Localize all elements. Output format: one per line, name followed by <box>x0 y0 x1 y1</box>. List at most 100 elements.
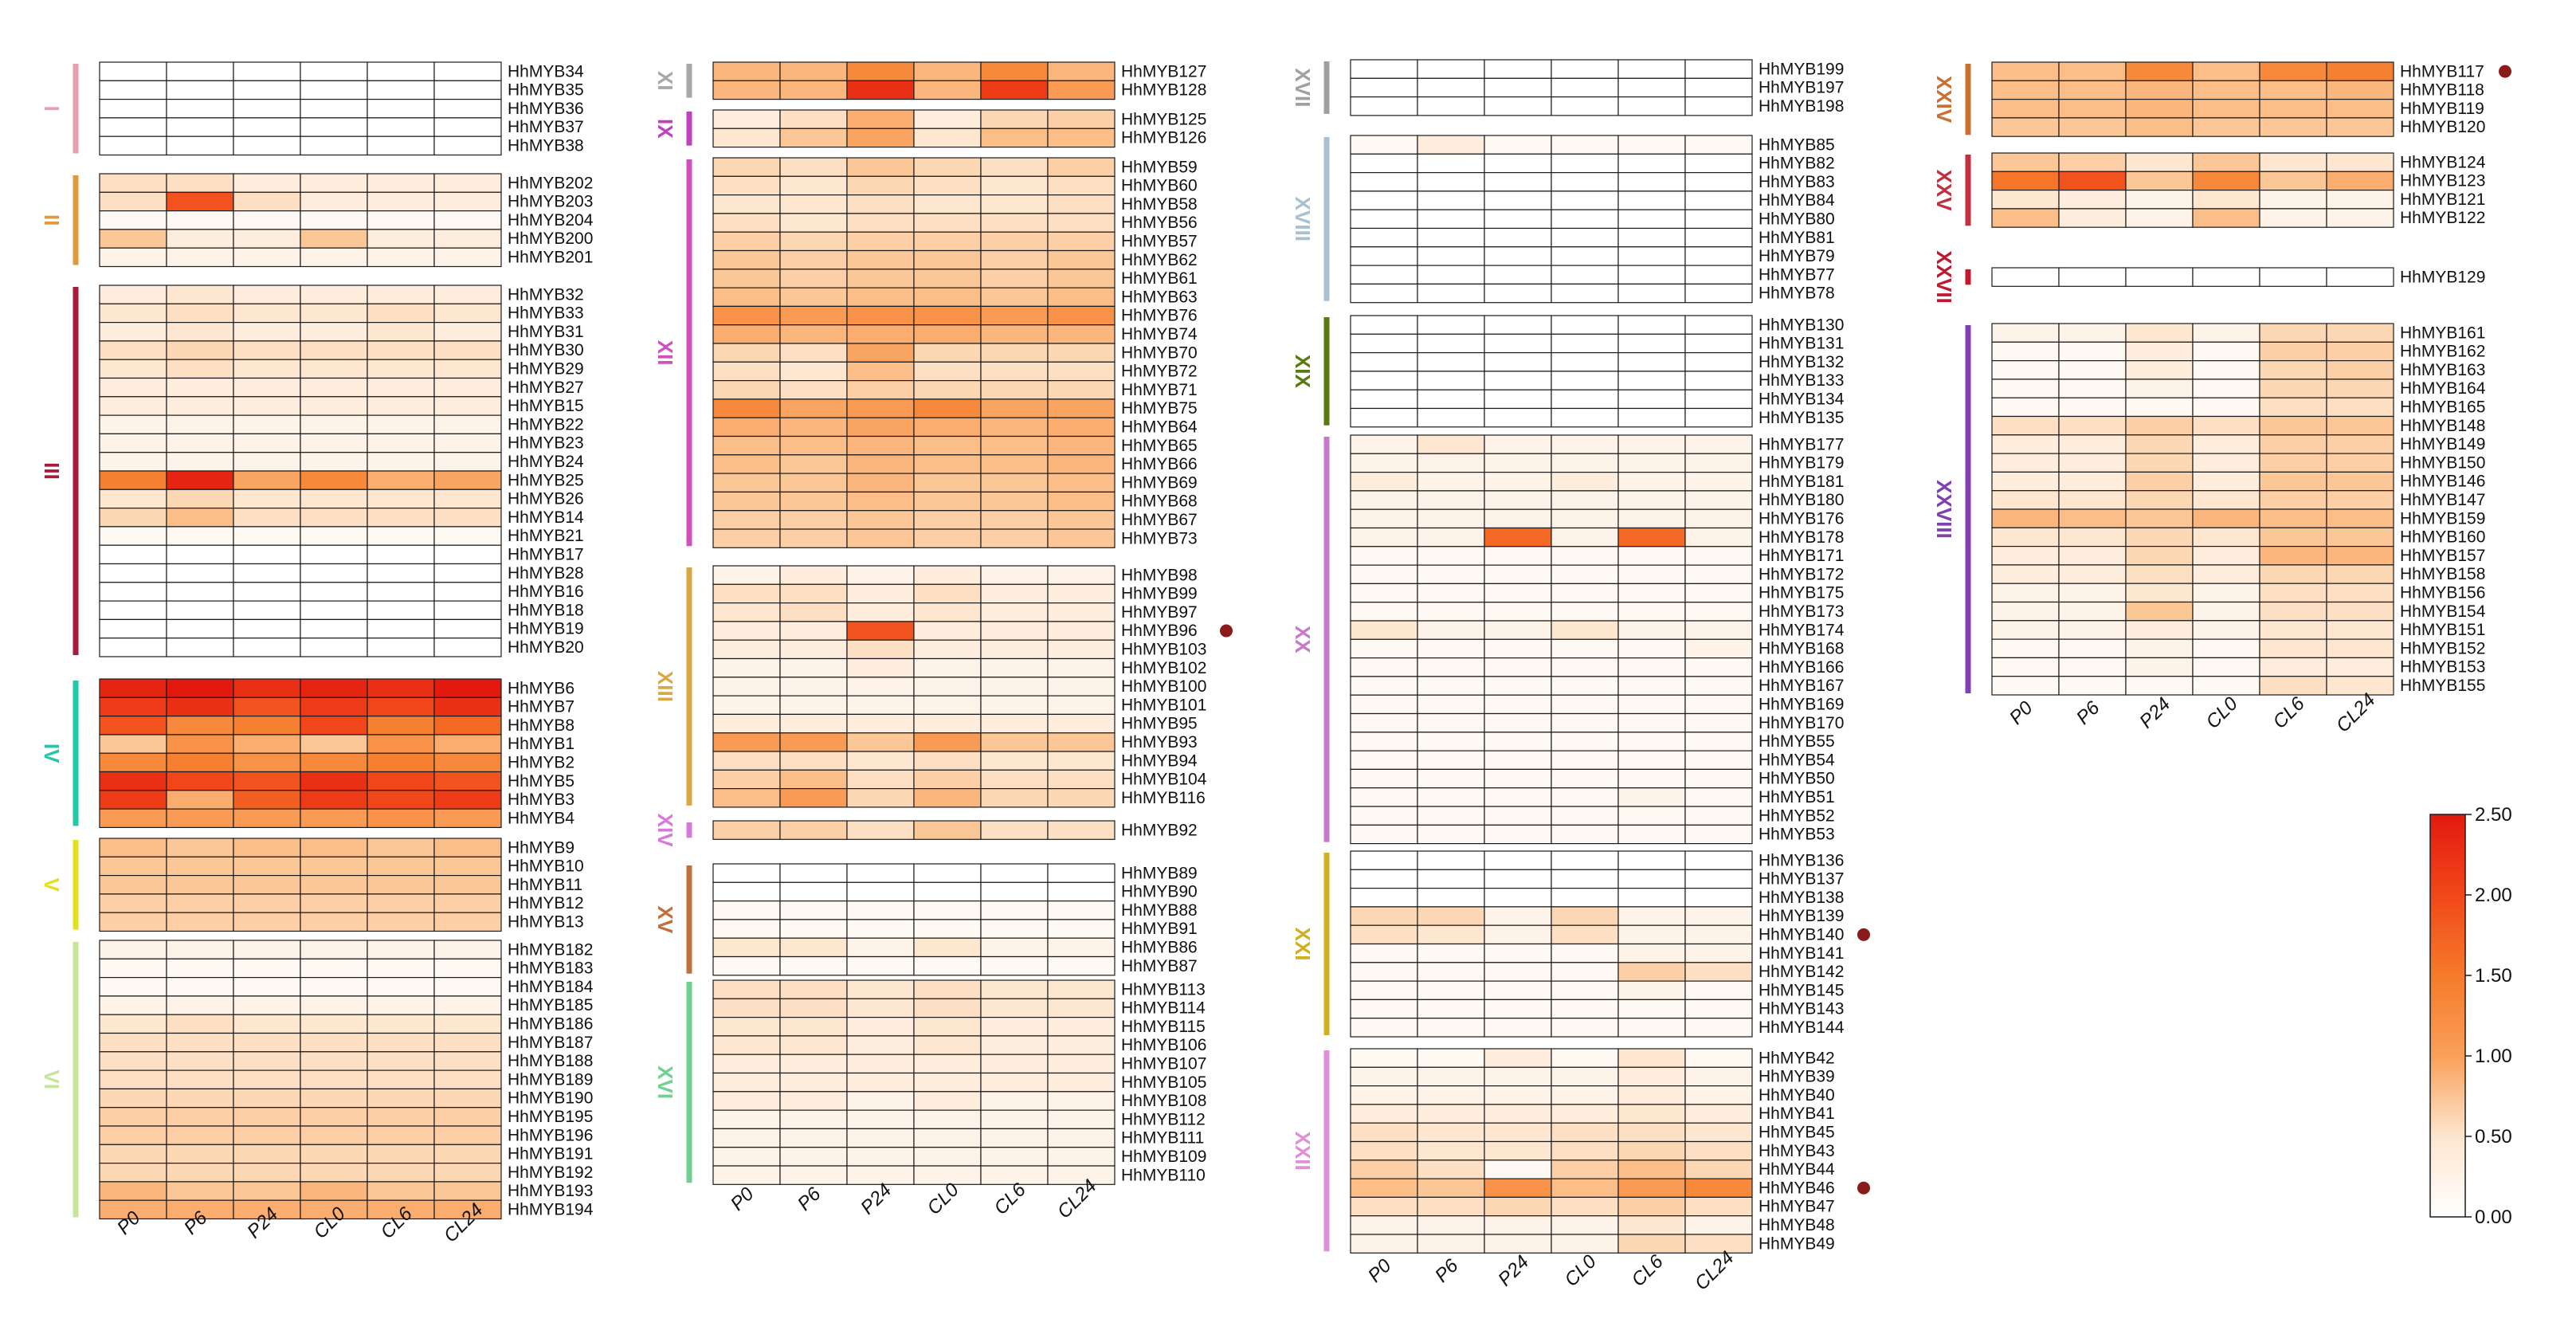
heatmap-cell <box>1551 620 1619 640</box>
subgroup-label: XIII <box>653 671 677 702</box>
heatmap-cell <box>1617 227 1686 248</box>
heatmap-cell <box>233 1051 301 1071</box>
heatmap-cell <box>433 893 502 913</box>
heatmap-cell <box>913 361 982 382</box>
heatmap-cell <box>1047 194 1115 214</box>
heatmap-cell <box>1551 1104 1619 1124</box>
heatmap-cell <box>433 544 502 565</box>
heatmap-cell <box>1617 712 1686 733</box>
heatmap-cell <box>913 751 982 771</box>
heatmap-cell <box>1617 887 1686 908</box>
heatmap-cell <box>2125 583 2194 603</box>
heatmap-cell <box>779 787 848 808</box>
heatmap-cell <box>1484 850 1552 870</box>
heatmap-cell <box>233 526 301 546</box>
gene-label: HhMYB51 <box>1759 788 1835 806</box>
gene-label: HhMYB25 <box>508 471 584 489</box>
heatmap-cell <box>1484 1215 1552 1235</box>
heatmap-cell <box>367 359 435 379</box>
heatmap-cell <box>2192 564 2260 584</box>
heatmap-cell <box>1350 407 1418 428</box>
heatmap-cell <box>367 563 435 583</box>
heatmap-cell <box>99 1069 167 1089</box>
heatmap-cell <box>2192 453 2260 473</box>
heatmap-cell <box>1350 96 1418 116</box>
gene-label: HhMYB24 <box>508 453 584 471</box>
heatmap-cell <box>1047 1072 1115 1093</box>
heatmap-cell <box>1991 379 2060 398</box>
gene-label: HhMYB171 <box>1759 547 1844 565</box>
heatmap-cell <box>433 340 502 360</box>
gene-label: HhMYB147 <box>2400 491 2485 509</box>
heatmap-cell <box>846 528 915 548</box>
heatmap-cell <box>1047 80 1115 100</box>
heatmap-cell <box>2192 508 2260 528</box>
heatmap-cell <box>166 1069 234 1089</box>
heatmap-cell <box>1350 787 1418 807</box>
heatmap-cell <box>367 771 435 791</box>
heatmap-cell <box>1684 943 1753 963</box>
heatmap-cell <box>712 820 781 840</box>
subgroup-label: IV <box>40 744 64 763</box>
heatmap-cell <box>1417 676 1485 696</box>
heatmap-cell <box>846 979 915 999</box>
gene-label: HhMYB166 <box>1759 658 1844 677</box>
heatmap-cell <box>1350 59 1418 79</box>
heatmap-cell <box>980 621 1049 641</box>
heatmap-cell <box>433 433 502 453</box>
heatmap-cell <box>1991 323 2060 343</box>
heatmap-cell <box>1484 750 1552 770</box>
gene-label: HhMYB66 <box>1121 455 1198 473</box>
heatmap-cell <box>1047 175 1115 196</box>
heatmap-cell <box>712 937 781 958</box>
heatmap-cell <box>1617 750 1686 770</box>
heatmap-cell <box>2125 490 2194 510</box>
heatmap-cell <box>300 1032 368 1053</box>
heatmap-cell <box>166 771 234 791</box>
heatmap-cell <box>1991 601 2060 622</box>
heatmap-cell <box>846 510 915 530</box>
heatmap-cell <box>1350 1018 1418 1038</box>
heatmap-cell <box>367 489 435 509</box>
heatmap-cell <box>779 621 848 641</box>
heatmap-cell <box>367 790 435 810</box>
gene-label: HhMYB68 <box>1121 492 1198 511</box>
heatmap-cell <box>166 489 234 509</box>
heatmap-cell <box>1350 1066 1418 1087</box>
heatmap-cell <box>2125 601 2194 622</box>
heatmap-cell <box>2192 98 2260 119</box>
heatmap-cell <box>1350 869 1418 889</box>
heatmap-cell <box>1047 1147 1115 1167</box>
heatmap-cell <box>233 697 301 717</box>
heatmap-cell <box>779 343 848 363</box>
heatmap-cell <box>233 396 301 416</box>
heatmap-cell <box>1684 657 1753 677</box>
heatmap-cell <box>1991 638 2060 658</box>
heatmap-cell <box>779 80 848 100</box>
heatmap-cell <box>2192 117 2260 137</box>
heatmap-cell <box>300 1069 368 1089</box>
heatmap-cell <box>1484 620 1552 640</box>
heatmap-cell <box>233 1032 301 1053</box>
heatmap-cell <box>367 1162 435 1183</box>
gene-label: HhMYB21 <box>508 527 584 545</box>
heatmap-cell <box>300 752 368 773</box>
heatmap-cell <box>2125 471 2194 492</box>
gene-label: HhMYB1 <box>508 735 574 753</box>
heatmap-cell <box>1551 694 1619 715</box>
heatmap-cell <box>433 678 502 698</box>
heatmap-cell <box>846 194 915 214</box>
heatmap-cell <box>1350 172 1418 192</box>
heatmap-cell <box>779 820 848 840</box>
heatmap-cell <box>99 135 167 156</box>
gene-label: HhMYB133 <box>1759 371 1844 390</box>
heatmap-cell <box>367 526 435 546</box>
heatmap-cell <box>433 452 502 472</box>
heatmap-cell <box>1350 546 1418 566</box>
heatmap-cell <box>433 958 502 979</box>
heatmap-cell <box>846 305 915 326</box>
heatmap-cell <box>433 697 502 717</box>
heatmap-cell <box>99 359 167 379</box>
heatmap-cell <box>1417 1018 1485 1038</box>
